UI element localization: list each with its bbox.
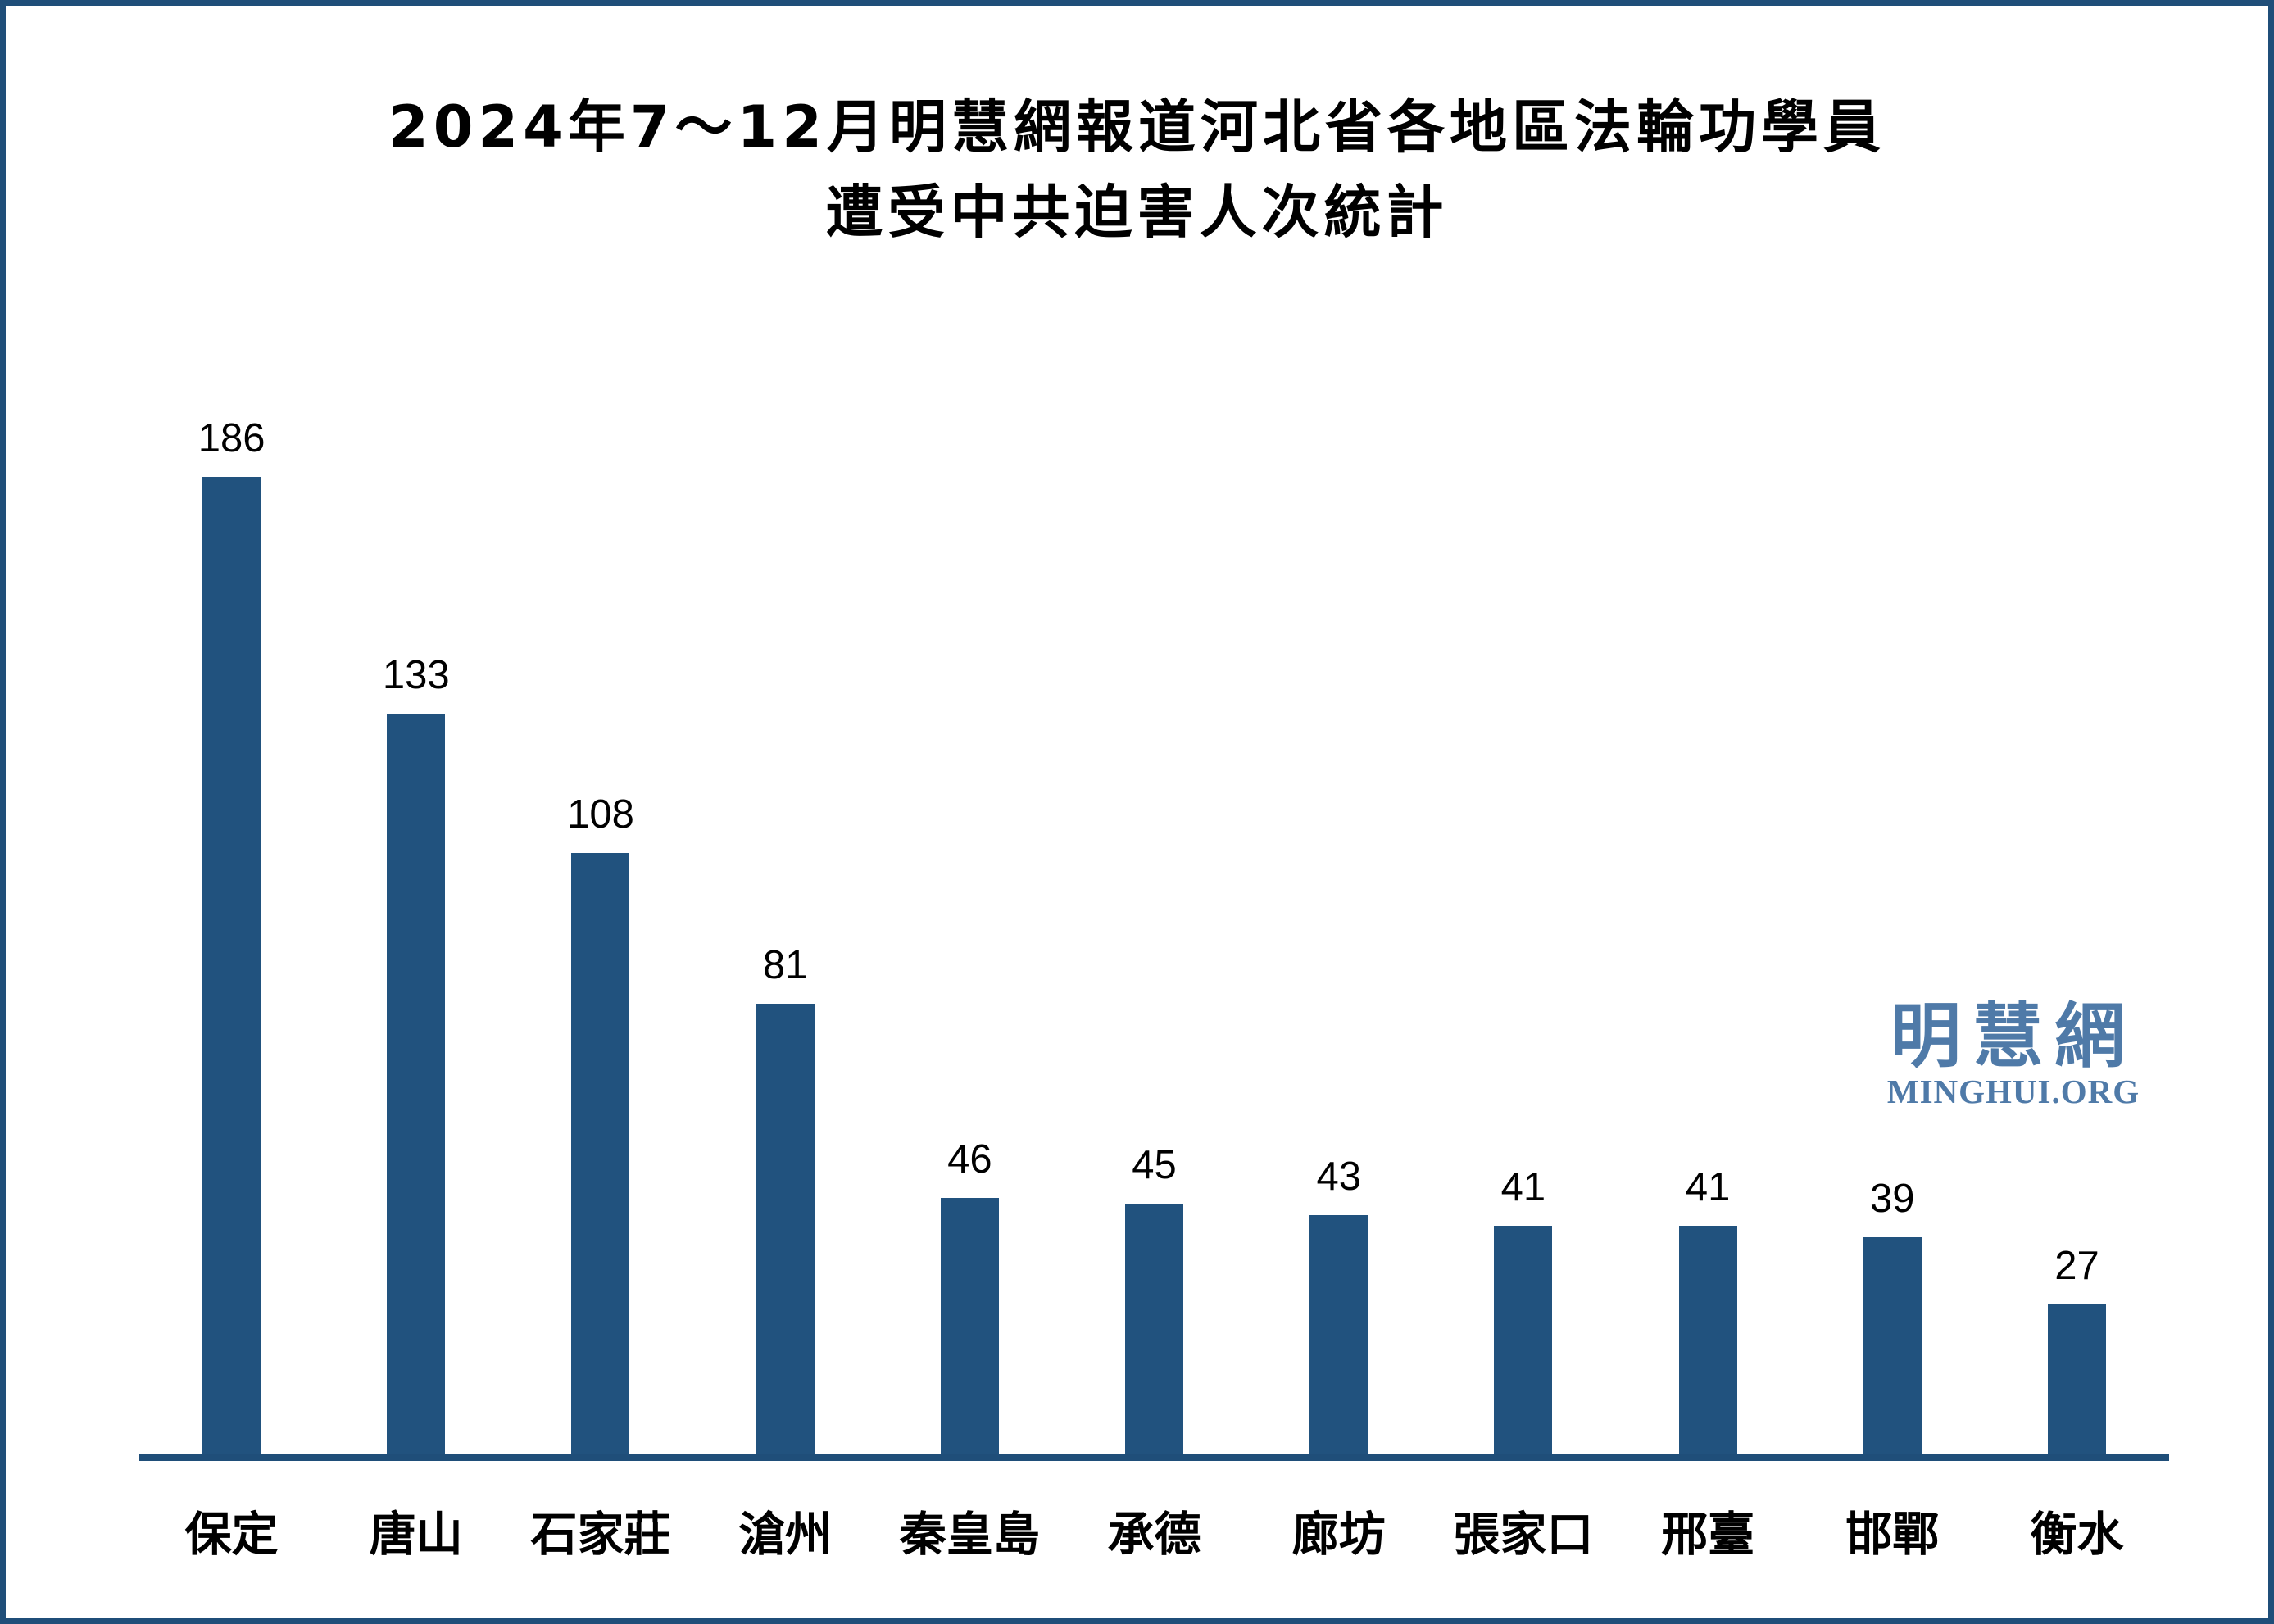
bar-value-label: 108 <box>567 792 634 837</box>
bar <box>1494 1226 1553 1454</box>
bar <box>202 477 261 1454</box>
bar-chart: 186 133 108 81 46 45 43 41 41 39 27 保定 唐山 石家莊 滄州 秦皇島 承德… <box>139 419 2169 1564</box>
bar-slot: 186 <box>139 419 324 1454</box>
bar-value-label: 27 <box>2054 1244 2099 1288</box>
bar-value-label: 133 <box>382 653 450 697</box>
minghui-watermark-url: MINGHUI.ORG <box>1886 1073 2140 1110</box>
bar-slot: 43 <box>1246 419 1431 1454</box>
bar <box>1309 1215 1368 1454</box>
bar-slot: 133 <box>324 419 508 1454</box>
bar-slot: 108 <box>508 419 692 1454</box>
category-label: 保定 <box>184 1508 279 1562</box>
category-label: 衡水 <box>2030 1508 2124 1562</box>
bar <box>1678 1226 1737 1454</box>
category-label: 石家莊 <box>530 1508 671 1562</box>
bar-value-label: 41 <box>1685 1165 1731 1209</box>
x-axis-line <box>139 1454 2169 1461</box>
bar-slot: 39 <box>1800 419 1985 1454</box>
bar <box>571 853 630 1454</box>
bar-slot: 27 <box>1985 419 2169 1454</box>
chart-title-line1: 2024年7～12月明慧網報道河北省各地區法輪功學員 <box>388 93 1886 161</box>
bar-slot: 46 <box>878 419 1062 1454</box>
bar-value-label: 39 <box>1870 1177 1915 1221</box>
bar <box>756 1004 815 1454</box>
bar <box>2047 1304 2106 1454</box>
bar-value-label: 45 <box>1132 1143 1177 1187</box>
bar-slot: 45 <box>1062 419 1246 1454</box>
bar-value-label: 46 <box>947 1137 992 1182</box>
bar-slot: 81 <box>693 419 878 1454</box>
bars-row: 186 133 108 81 46 45 43 41 41 39 27 <box>139 419 2169 1454</box>
category-label: 廊坊 <box>1291 1508 1386 1562</box>
category-label: 邢臺 <box>1661 1508 1755 1562</box>
bar <box>1125 1204 1184 1454</box>
chart-title-line2: 遭受中共迫害人次統計 <box>825 179 1449 246</box>
category-label: 滄州 <box>738 1508 833 1562</box>
bar <box>1863 1237 1922 1454</box>
category-label: 張家口 <box>1453 1508 1594 1562</box>
chart-title: 2024年7～12月明慧網報道河北省各地區法輪功學員 遭受中共迫害人次統計 <box>6 84 2268 255</box>
bar-slot: 41 <box>1431 419 1615 1454</box>
category-label: 秦皇島 <box>899 1508 1040 1562</box>
minghui-watermark: 明慧網 MINGHUI.ORG <box>1882 1000 2145 1109</box>
minghui-watermark-cjk: 明慧網 <box>1890 996 2136 1077</box>
bar-value-label: 43 <box>1316 1154 1361 1199</box>
category-label: 唐山 <box>369 1508 463 1562</box>
bar-value-label: 81 <box>762 943 808 987</box>
category-labels-row: 保定 唐山 石家莊 滄州 秦皇島 承德 廊坊 張家口 邢臺 邯鄲 衡水 <box>139 1497 2169 1564</box>
category-label: 邯鄲 <box>1845 1508 1940 1562</box>
bar-slot: 41 <box>1616 419 1800 1454</box>
bar <box>387 714 446 1454</box>
bar <box>940 1198 999 1454</box>
bar-value-label: 186 <box>197 416 266 460</box>
bar-value-label: 41 <box>1500 1165 1546 1209</box>
category-label: 承德 <box>1107 1508 1201 1562</box>
